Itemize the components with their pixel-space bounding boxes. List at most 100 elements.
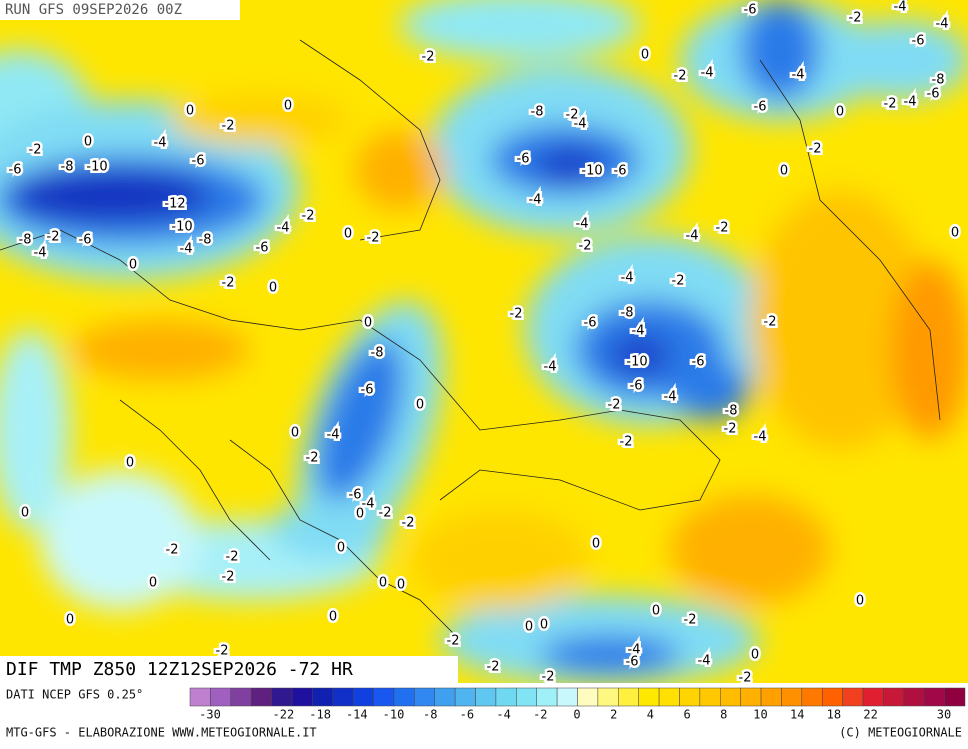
contour-label: -6 xyxy=(927,87,940,102)
contour-label: -4 xyxy=(544,360,557,375)
contour-label: 0 xyxy=(751,648,759,663)
contour-label: -2 xyxy=(222,276,235,291)
colorbar-swatch xyxy=(923,687,945,707)
colorbar-swatch xyxy=(577,687,599,707)
contour-labels: -6-2-4-4-6-2 0-2 -4 -4 -8-60 0 -8 -2-4-2-6 0-2 -4… xyxy=(6,0,962,685)
copyright-label: (C) METEOGIORNALE xyxy=(839,726,962,740)
source-label: DATI NCEP GFS 0.25° xyxy=(6,688,143,702)
colorbar-label: -22 xyxy=(273,708,295,722)
contour-label: 0 xyxy=(329,610,337,625)
colorbar-swatch xyxy=(760,687,782,707)
contour-label: -6 xyxy=(79,233,92,248)
contour-label: -8 xyxy=(61,160,74,175)
anomaly-area xyxy=(270,500,390,560)
contour-label: -2 xyxy=(306,451,319,466)
contour-label: -2 xyxy=(884,97,897,112)
colorbar-swatch xyxy=(414,687,435,707)
credit-label: MTG-GFS - ELABORAZIONE WWW.METEOGIORNALE… xyxy=(6,726,317,740)
anomaly-area xyxy=(70,320,250,380)
anomaly-area xyxy=(670,360,750,420)
contour-label: -4 xyxy=(34,246,47,261)
contour-label: -6 xyxy=(517,152,530,167)
contour-label: 0 xyxy=(21,506,29,521)
colorbar-swatch xyxy=(352,687,374,707)
contour-label: -2 xyxy=(510,307,523,322)
contour-label: -4 xyxy=(576,217,589,232)
contour-label: -4 xyxy=(628,643,641,658)
colorbar-label: 0 xyxy=(573,708,580,722)
colorbar: -30 -22 -18 -14 -10 -8 -6 -4 -2 0 2 4 6 8 10 14 18 22 30 xyxy=(189,687,966,722)
colorbar-swatch xyxy=(312,687,334,707)
contour-label: 0 xyxy=(416,398,424,413)
contour-label: -2 xyxy=(566,108,579,123)
colorbar-swatch xyxy=(434,687,456,707)
colorbar-label: -18 xyxy=(309,708,331,722)
contour-label: -4 xyxy=(529,193,542,208)
contour-label: -2 xyxy=(47,230,60,245)
contour-label: -2 xyxy=(849,11,862,26)
anomaly-area xyxy=(316,339,404,501)
contour-label: -6 xyxy=(361,383,374,398)
contour-label: -8 xyxy=(621,306,634,321)
colorbar-label: -10 xyxy=(383,708,405,722)
colorbar-label: -8 xyxy=(423,708,437,722)
contour-label: -8 xyxy=(371,346,384,361)
contour-label: -4 xyxy=(904,95,917,110)
contour-label: 0 xyxy=(856,594,864,609)
contour-label: 0 xyxy=(641,48,649,63)
contour-label: -6 xyxy=(626,655,639,670)
colorbar-swatch xyxy=(271,687,293,707)
contour-label: 0 xyxy=(129,258,137,273)
contour-label: -4 xyxy=(277,221,290,236)
temperature-field xyxy=(0,0,968,683)
colorbar-swatch xyxy=(291,687,313,707)
contour-label: -2 xyxy=(302,209,315,224)
contour-label: -6 xyxy=(192,154,205,169)
contour-label: -8 xyxy=(19,233,32,248)
colorbar-swatch xyxy=(821,687,843,707)
contour-label: 0 xyxy=(344,227,352,242)
colorbar-swatch xyxy=(781,687,803,707)
contour-label: 0 xyxy=(836,105,844,120)
contour-label: -10 xyxy=(626,355,647,370)
contour-label: 0 xyxy=(84,135,92,150)
title-box xyxy=(0,656,458,683)
contour-label: -6 xyxy=(584,316,597,331)
contour-label: 0 xyxy=(269,281,277,296)
contour-label: 0 xyxy=(149,576,157,591)
contour-label: -2 xyxy=(674,69,687,84)
colorbar-swatch xyxy=(250,687,272,707)
colorbar-label: -2 xyxy=(533,708,547,722)
anomaly-area xyxy=(535,147,605,183)
contour-label: 0 xyxy=(540,618,548,633)
contour-label: -10 xyxy=(581,164,602,179)
colorbar-swatch xyxy=(801,687,823,707)
colorbar-label: 2 xyxy=(610,708,617,722)
colorbar-swatch xyxy=(658,687,680,707)
colorbar-swatch xyxy=(883,687,905,707)
contour-label: 0 xyxy=(364,316,372,331)
contour-label: -2 xyxy=(542,670,555,685)
contour-label: -10 xyxy=(86,160,107,175)
contour-label: -8 xyxy=(725,404,738,419)
anomaly-area xyxy=(740,0,820,100)
anomaly-area xyxy=(670,495,830,605)
anomaly-area xyxy=(40,470,200,610)
contour-label: -4 xyxy=(180,242,193,257)
contour-label: -2 xyxy=(166,543,179,558)
contour-label: 0 xyxy=(186,104,194,119)
contour-label: -6 xyxy=(349,488,362,503)
contour-label: -2 xyxy=(487,660,500,675)
colorbar-label: 4 xyxy=(647,708,654,722)
contour-label: 0 xyxy=(284,99,292,114)
colorbar-swatch xyxy=(597,687,619,707)
contour-label: -4 xyxy=(754,430,767,445)
contour-label: -2 xyxy=(379,506,392,521)
contour-label: -4 xyxy=(701,66,714,81)
map-title: DIF TMP Z850 12Z12SEP2026 -72 HR xyxy=(6,659,353,680)
colorbar-swatch xyxy=(699,687,721,707)
contour-label: -4 xyxy=(327,428,340,443)
colorbar-swatch xyxy=(679,687,701,707)
colorbar-swatch xyxy=(495,687,517,707)
